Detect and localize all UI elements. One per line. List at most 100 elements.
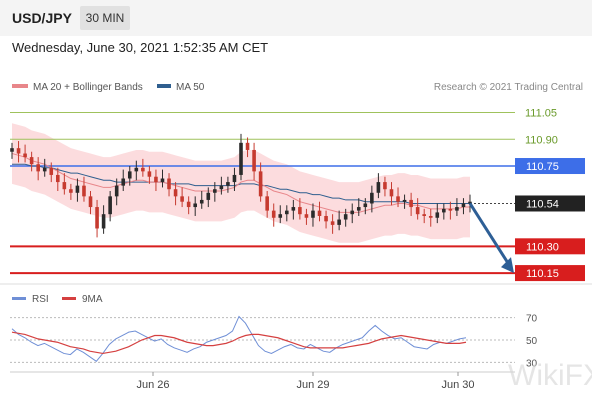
candle-body	[239, 142, 243, 175]
candle-body	[232, 174, 237, 183]
candle-body	[383, 182, 387, 190]
candle-body	[141, 167, 145, 172]
x-tick-label: Jun 26	[136, 379, 169, 391]
credit-text: Research © 2021 Trading Central	[434, 82, 583, 93]
ma20-legend-label: MA 20 + Bollinger Bands	[33, 82, 143, 93]
candle-body	[121, 178, 126, 186]
candle-body	[252, 149, 256, 172]
candle-body	[428, 215, 433, 218]
current-price-label: 110.54	[526, 198, 559, 210]
candle-body	[291, 207, 296, 211]
candle-body	[154, 176, 158, 183]
candle-body	[42, 167, 47, 172]
candle-body	[193, 203, 197, 208]
candle-body	[330, 221, 335, 225]
candle-body	[356, 207, 361, 211]
watermark-text: WikiFX	[508, 359, 592, 392]
candle-body	[363, 203, 368, 208]
candle-body	[36, 164, 40, 172]
price-levels	[10, 111, 515, 275]
candle-body	[134, 167, 139, 172]
forecast-arrow	[468, 202, 514, 274]
candle-body	[311, 210, 315, 218]
candle-body	[186, 201, 191, 208]
candle-body	[442, 208, 446, 213]
candle-body	[147, 171, 152, 177]
candle-body	[160, 178, 165, 183]
level-box-110.15	[515, 265, 585, 282]
candle-body	[265, 196, 269, 211]
ma50-line	[12, 163, 470, 204]
rsi-legend-label: RSI	[32, 294, 49, 305]
rsi-series-9ma	[11, 331, 467, 355]
candle-body	[108, 196, 112, 215]
timeframe-button[interactable]: 30 MIN	[80, 6, 130, 30]
toolbar: USD/JPY 30 MIN	[0, 0, 592, 36]
rsi-series-rsi	[11, 315, 467, 362]
candle-body	[396, 196, 400, 202]
candle-body	[435, 212, 440, 218]
candle-body	[213, 189, 217, 193]
candle-body	[468, 201, 472, 204]
candle-body	[75, 185, 80, 193]
candle-body	[337, 219, 341, 225]
rsi-legend-swatch	[12, 297, 26, 300]
candle-body	[409, 199, 413, 208]
candle-body	[206, 192, 211, 200]
rsi-tick-50: 50	[526, 336, 538, 347]
candle-body	[199, 199, 204, 204]
candle-body	[376, 182, 381, 193]
candle-body	[278, 214, 283, 218]
rsi-panel: 70 50 30	[10, 314, 538, 369]
candle-body	[226, 182, 230, 186]
x-tick-label: Jun 30	[441, 379, 474, 391]
candle-body	[350, 210, 355, 215]
candle-body	[82, 185, 86, 197]
candle-body	[88, 196, 93, 208]
candle-body	[370, 192, 374, 204]
candle-body	[127, 171, 132, 179]
candle-body	[343, 214, 348, 220]
candle-body	[422, 214, 426, 216]
candle-body	[95, 207, 99, 229]
moving-averages	[11, 153, 470, 213]
candle-body	[49, 167, 54, 175]
candle-body	[455, 207, 459, 211]
candle-body	[317, 210, 322, 216]
forecast-arrow-shaft	[468, 202, 510, 264]
candle-body	[69, 189, 73, 193]
candle-body	[62, 182, 67, 190]
level-label-110.15: 110.15	[526, 268, 559, 280]
candle-body	[285, 210, 289, 215]
candle-body	[16, 148, 21, 154]
symbol-title: USD/JPY	[12, 10, 72, 26]
forecast-arrow-head	[501, 257, 514, 274]
level-label-110.90: 110.90	[525, 134, 558, 146]
rsi-ma-legend-swatch	[62, 297, 76, 300]
candle-body	[298, 207, 302, 215]
level-label-111.05: 111.05	[525, 107, 557, 119]
rsi-tick-70: 70	[526, 314, 538, 325]
candle-body	[219, 185, 224, 190]
candle-body	[180, 196, 184, 202]
candle-body	[258, 171, 263, 197]
ma20-line	[11, 153, 470, 213]
candle-body	[23, 153, 27, 158]
rsi-ma-legend-label: 9MA	[82, 294, 103, 305]
candle-body	[389, 189, 394, 197]
ma50-legend-swatch	[157, 84, 171, 88]
candle-body	[304, 214, 309, 218]
candle-body	[56, 174, 60, 183]
candle-body	[271, 210, 276, 218]
candle-body	[101, 214, 106, 229]
candlesticks	[10, 133, 472, 238]
ma50-legend-label: MA 50	[176, 82, 205, 93]
candle-body	[10, 148, 14, 152]
candle-body	[461, 203, 466, 208]
candle-body	[114, 185, 119, 197]
candle-body	[173, 189, 178, 197]
candle-body	[29, 157, 34, 165]
chart-timestamp: Wednesday, June 30, 2021 1:52:35 AM CET	[12, 40, 269, 55]
level-labels: 111.05 110.90 110.75 110.30 110.15 110.54	[515, 107, 585, 282]
